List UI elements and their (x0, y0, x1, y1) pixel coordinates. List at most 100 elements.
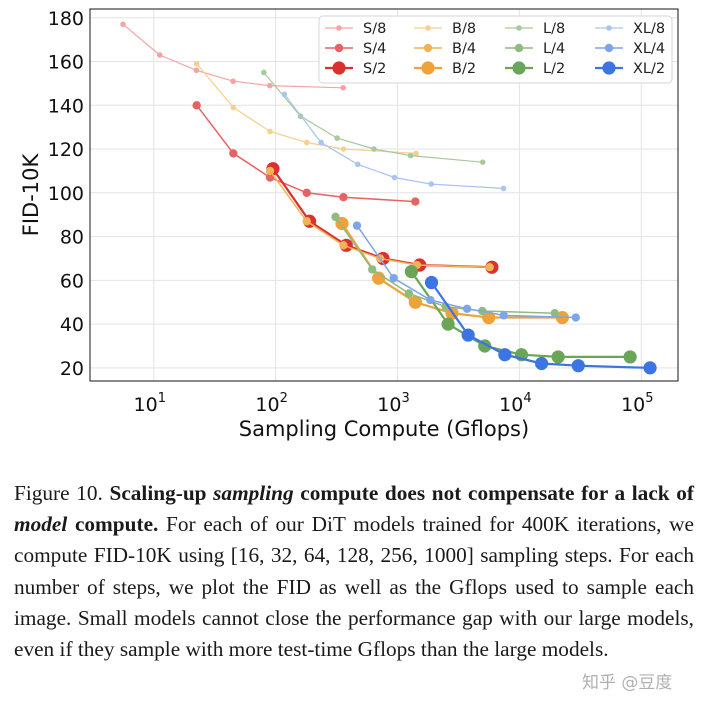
data-point (193, 67, 200, 74)
data-point (302, 217, 311, 226)
data-point (120, 21, 126, 28)
legend-label: XL/4 (633, 41, 665, 57)
data-point (462, 304, 472, 313)
x-tick-base: 10 (134, 394, 158, 416)
x-tick-exponent: 1 (158, 391, 166, 406)
legend-label: B/2 (452, 61, 476, 77)
caption-bold-2: compute does not compensate for a lack o… (293, 481, 694, 505)
figure-caption: Figure 10. Scaling-up sampling compute d… (14, 478, 694, 665)
data-point (391, 174, 398, 181)
x-tick-exponent: 5 (645, 391, 653, 406)
data-point (371, 146, 377, 152)
data-point (192, 101, 201, 110)
series-line (283, 93, 504, 189)
data-point (461, 328, 475, 342)
data-point (193, 60, 200, 67)
legend-label: L/8 (543, 21, 565, 37)
x-tick-exponent: 4 (523, 391, 531, 406)
data-point (368, 265, 377, 274)
data-point (265, 173, 275, 182)
series-xl-4 (352, 221, 580, 322)
data-point (441, 317, 455, 331)
y-tick-label: 60 (60, 270, 84, 292)
caption-lead: Figure 10. (14, 481, 110, 505)
legend-marker (512, 61, 526, 75)
data-point (267, 128, 273, 135)
caption-bold-1: Scaling-up (109, 481, 214, 505)
data-point (339, 241, 348, 250)
caption-bold-italic-2: model (14, 512, 68, 537)
series-xl-2 (424, 275, 657, 375)
data-point (303, 139, 310, 146)
x-tick-label: 103 (377, 391, 409, 416)
data-point (389, 273, 398, 283)
y-axis-label: FID-10K (19, 153, 43, 237)
data-point (318, 139, 324, 146)
plot-frame (89, 8, 679, 382)
data-point (230, 78, 236, 85)
data-point (643, 361, 657, 375)
caption-body: For each of our DiT models trained for 4… (14, 512, 694, 662)
legend-marker (606, 25, 612, 31)
x-tick-labels: 101 102 103 104 105 (134, 391, 654, 416)
series-b-4 (265, 166, 494, 272)
data-point (407, 152, 414, 159)
x-tick-exponent: 3 (401, 391, 409, 406)
data-point (499, 311, 508, 320)
data-point (426, 295, 435, 305)
data-point (424, 275, 439, 290)
data-point (156, 52, 163, 58)
legend-label: S/2 (363, 61, 386, 77)
legend-marker (423, 43, 433, 53)
legend-label: S/4 (363, 41, 386, 57)
series-layer (120, 21, 657, 375)
legend-marker (514, 43, 524, 53)
legend-marker (516, 25, 522, 31)
series-line (196, 104, 416, 203)
x-tick-base: 10 (255, 394, 279, 416)
series-line (410, 270, 631, 358)
x-tick-base: 10 (499, 394, 523, 416)
y-tick-label: 160 (48, 52, 84, 74)
y-tick-label: 80 (60, 227, 84, 249)
x-tick-base: 10 (621, 394, 645, 416)
data-point (331, 212, 340, 222)
series-b-8 (193, 60, 419, 157)
series-s-4 (192, 101, 420, 206)
legend-box (318, 15, 673, 84)
series-line (122, 23, 344, 89)
data-point (534, 356, 549, 371)
legend-label: L/2 (543, 61, 565, 77)
x-tick-label: 102 (255, 391, 287, 416)
data-point (404, 289, 414, 298)
data-point (413, 150, 419, 157)
data-point (571, 313, 580, 322)
x-tick-label: 104 (499, 391, 531, 416)
y-tick-label: 20 (60, 358, 84, 380)
data-point (500, 185, 507, 192)
legend-label: S/8 (363, 21, 386, 37)
series-xl-8 (281, 91, 507, 192)
data-point (485, 263, 494, 272)
data-point (261, 69, 267, 76)
data-point (352, 221, 362, 230)
x-tick-base: 10 (377, 394, 401, 416)
data-point (428, 181, 434, 187)
series-s-8 (120, 21, 346, 91)
data-point (267, 82, 273, 89)
caption-bold-3: compute. (67, 512, 159, 537)
data-point (372, 271, 386, 285)
data-point (411, 197, 420, 206)
data-point (340, 84, 346, 91)
y-tick-label: 180 (48, 8, 84, 30)
x-tick-exponent: 2 (280, 391, 288, 406)
data-point (265, 166, 275, 176)
series-line (196, 63, 417, 154)
watermark: 知乎 @豆度 (582, 673, 673, 693)
data-point (408, 295, 422, 309)
data-point (334, 135, 341, 141)
legend-marker (332, 61, 346, 75)
data-point (479, 159, 486, 165)
data-point (623, 350, 637, 364)
